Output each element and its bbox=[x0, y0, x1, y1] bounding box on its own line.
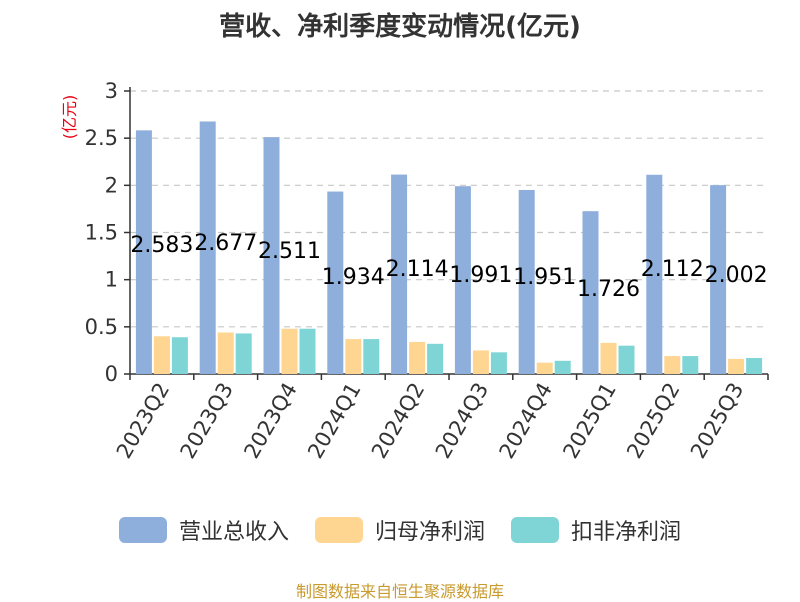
legend-swatch-deducted-net-profit bbox=[511, 517, 559, 543]
data-label-revenue: 2.677 bbox=[194, 231, 257, 256]
bar-revenue bbox=[135, 130, 152, 374]
bar-deducted-net-profit bbox=[490, 352, 507, 374]
bar-revenue bbox=[518, 189, 535, 374]
data-label-revenue: 2.511 bbox=[258, 239, 321, 264]
bar-deducted-net-profit bbox=[746, 357, 763, 374]
x-tick-label: 2025Q2 bbox=[622, 379, 684, 463]
legend: 营业总收入 归母净利润 扣非净利润 bbox=[0, 514, 800, 546]
data-label-revenue: 2.583 bbox=[130, 233, 193, 258]
y-tick-label: 0 bbox=[105, 362, 118, 386]
y-tick-label: 1 bbox=[105, 268, 118, 292]
data-label-revenue: 1.934 bbox=[322, 265, 385, 290]
bar-net-profit bbox=[345, 339, 362, 374]
x-tick-label: 2024Q3 bbox=[431, 379, 493, 463]
legend-item-deducted-net-profit[interactable]: 扣非净利润 bbox=[511, 514, 681, 546]
data-label-revenue: 1.951 bbox=[513, 265, 576, 290]
bar-revenue bbox=[710, 185, 727, 374]
bar-net-profit bbox=[281, 328, 298, 374]
bar-net-profit bbox=[536, 362, 553, 374]
bar-deducted-net-profit bbox=[171, 337, 188, 374]
legend-item-revenue[interactable]: 营业总收入 bbox=[118, 514, 289, 546]
x-tick-label: 2025Q1 bbox=[558, 379, 620, 463]
legend-swatch-net-profit bbox=[314, 517, 363, 543]
x-tick-label: 2024Q2 bbox=[367, 379, 429, 463]
bar-revenue bbox=[646, 174, 663, 374]
y-tick-label: 3 bbox=[105, 79, 118, 103]
bar-revenue bbox=[263, 137, 280, 374]
y-tick-label: 2 bbox=[105, 173, 118, 197]
chart-title: 营收、净利季度变动情况(亿元) bbox=[219, 12, 581, 42]
legend-item-net-profit[interactable]: 归母净利润 bbox=[314, 514, 485, 546]
data-label-revenue: 2.002 bbox=[705, 263, 768, 288]
bar-net-profit bbox=[217, 332, 234, 374]
x-tick-label: 2023Q2 bbox=[112, 379, 174, 463]
bar-revenue bbox=[327, 191, 344, 374]
bar-net-profit bbox=[153, 336, 170, 374]
bar-net-profit bbox=[664, 356, 681, 374]
data-label-revenue: 2.112 bbox=[641, 257, 704, 282]
bar-revenue bbox=[391, 174, 408, 374]
y-tick-label: 2.5 bbox=[85, 126, 118, 150]
bar-deducted-net-profit bbox=[682, 356, 699, 374]
bar-deducted-net-profit bbox=[554, 360, 571, 374]
bar-revenue bbox=[582, 211, 599, 374]
data-label-revenue: 1.726 bbox=[577, 277, 640, 302]
x-tick-label: 2023Q4 bbox=[239, 379, 301, 463]
bar-deducted-net-profit bbox=[427, 343, 444, 374]
bar-net-profit bbox=[472, 350, 489, 374]
legend-swatch-revenue bbox=[118, 517, 167, 543]
data-source-note: 制图数据来自恒生聚源数据库 bbox=[295, 582, 504, 601]
legend-label-revenue: 营业总收入 bbox=[178, 520, 289, 545]
x-tick-label: 2024Q4 bbox=[495, 379, 557, 463]
data-label-revenue: 1.991 bbox=[449, 263, 512, 288]
legend-label-deducted-net-profit: 扣非净利润 bbox=[571, 520, 682, 545]
y-tick-label: 0.5 bbox=[85, 315, 118, 339]
bar-deducted-net-profit bbox=[618, 345, 635, 374]
x-tick-label: 2023Q3 bbox=[176, 379, 238, 463]
bar-net-profit bbox=[409, 341, 426, 374]
bar-deducted-net-profit bbox=[235, 333, 252, 374]
y-tick-label: 1.5 bbox=[85, 221, 118, 245]
bar-deducted-net-profit bbox=[299, 328, 316, 374]
x-tick-label: 2024Q1 bbox=[303, 379, 365, 463]
x-tick-label: 2025Q3 bbox=[686, 379, 748, 463]
bar-deducted-net-profit bbox=[363, 339, 380, 374]
legend-label-net-profit: 归母净利润 bbox=[374, 520, 485, 545]
data-label-revenue: 2.114 bbox=[386, 257, 449, 282]
bar-net-profit bbox=[728, 358, 745, 374]
bar-revenue bbox=[199, 121, 216, 374]
bar-revenue bbox=[454, 186, 471, 374]
bar-net-profit bbox=[600, 342, 617, 374]
